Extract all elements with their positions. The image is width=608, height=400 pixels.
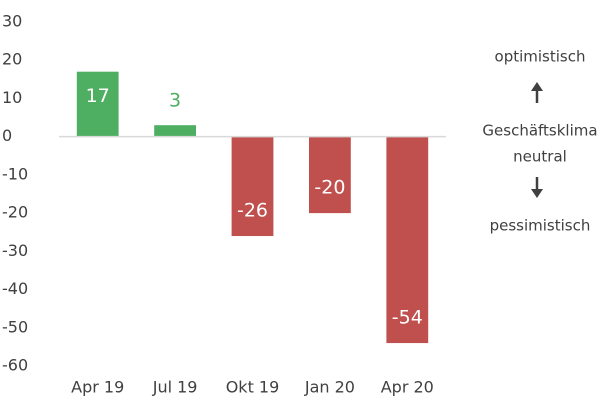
y-tick-label: -30 bbox=[2, 241, 28, 260]
y-tick-label: 10 bbox=[2, 88, 22, 107]
y-tick-label: -10 bbox=[2, 164, 28, 183]
y-tick-label: -40 bbox=[2, 279, 28, 298]
annotation: optimistisch bbox=[495, 48, 586, 66]
annotation: pessimistisch bbox=[490, 217, 591, 235]
annotation: neutral bbox=[513, 148, 567, 166]
y-tick-label: -20 bbox=[2, 203, 28, 222]
arrow-up bbox=[531, 82, 543, 103]
value-label: -26 bbox=[237, 200, 268, 222]
value-label: 17 bbox=[86, 85, 110, 107]
annotation: Geschäftsklima bbox=[482, 122, 597, 140]
y-tick-label: -50 bbox=[2, 317, 28, 336]
x-tick-label: Apr 20 bbox=[381, 378, 434, 397]
y-tick-label: 30 bbox=[2, 12, 22, 31]
bar bbox=[386, 136, 429, 344]
x-tick-label: Apr 19 bbox=[71, 378, 124, 397]
bar bbox=[154, 125, 196, 137]
value-label: -20 bbox=[314, 177, 345, 199]
bar bbox=[309, 136, 351, 214]
y-tick-label: -60 bbox=[2, 356, 28, 375]
x-tick-label: Jan 20 bbox=[304, 378, 355, 397]
x-tick-label: Jul 19 bbox=[152, 378, 198, 397]
bar bbox=[231, 136, 274, 237]
value-label: 3 bbox=[169, 90, 181, 112]
bar bbox=[76, 71, 119, 137]
value-label: -54 bbox=[392, 307, 423, 329]
arrow-down bbox=[531, 177, 543, 198]
x-tick-label: Okt 19 bbox=[226, 378, 280, 397]
y-tick-label: 0 bbox=[2, 126, 12, 145]
y-tick-label: 20 bbox=[2, 50, 22, 69]
